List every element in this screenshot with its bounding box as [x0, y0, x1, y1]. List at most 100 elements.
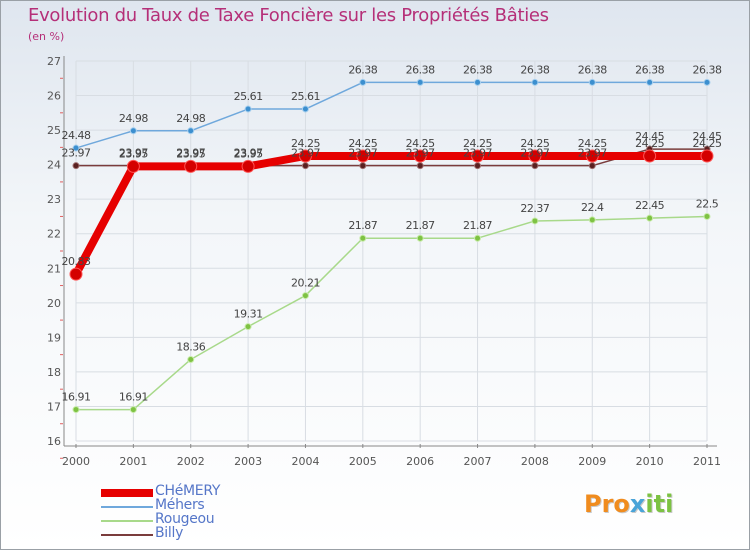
data-label-billy: 23.97 — [578, 147, 607, 160]
data-label-billy: 23.97 — [348, 147, 377, 160]
data-point-mehers — [646, 78, 654, 86]
brand-logo: Proxiti — [584, 490, 673, 518]
data-point-rougeou — [646, 214, 654, 222]
data-label-chemery: 23.95 — [176, 147, 205, 160]
data-label-chemery: 23.95 — [234, 147, 263, 160]
y-tick-label: 16 — [47, 435, 61, 448]
series-line-chemery — [72, 152, 707, 277]
data-point-rougeou — [187, 355, 195, 363]
data-label-billy: 24.45 — [693, 130, 722, 143]
data-label-mehers: 25.61 — [234, 90, 263, 103]
data-label-chemery: 24.25 — [578, 137, 607, 150]
x-tick-label: 2011 — [693, 455, 721, 468]
data-label-mehers: 25.61 — [291, 90, 320, 103]
legend-item-chemery: CHéMERY — [101, 483, 301, 500]
data-point-chemery — [126, 159, 140, 173]
data-point-chemery — [298, 149, 312, 163]
data-label-mehers: 24.98 — [119, 112, 148, 125]
data-label-rougeou: 20.21 — [291, 277, 320, 290]
series-line-mehers — [75, 81, 707, 149]
series-line-rougeou — [76, 215, 708, 411]
x-tick-label: 2001 — [119, 455, 147, 468]
data-point-chemery — [69, 267, 83, 281]
data-point-chemery — [356, 149, 370, 163]
data-point-mehers — [187, 127, 195, 135]
data-label-billy: 23.97 — [119, 147, 148, 160]
data-label-chemery: 24.25 — [520, 137, 549, 150]
data-label-chemery: 24.25 — [693, 137, 722, 150]
data-label-chemery: 23.95 — [119, 147, 148, 160]
data-point-rougeou — [474, 234, 482, 242]
data-label-rougeou: 16.91 — [119, 391, 148, 404]
x-tick-label: 2002 — [177, 455, 205, 468]
x-tick-label: 2004 — [291, 455, 319, 468]
data-point-chemery — [700, 149, 714, 163]
legend-item-billy: Billy — [101, 525, 301, 542]
data-point-mehers — [72, 144, 80, 152]
data-label-mehers: 24.48 — [62, 129, 91, 142]
data-point-mehers — [359, 78, 367, 86]
data-label-mehers: 26.38 — [406, 63, 435, 76]
y-tick-label: 22 — [47, 228, 61, 241]
y-tick-label: 19 — [47, 331, 61, 344]
y-tick-label: 25 — [47, 124, 61, 137]
data-point-billy — [531, 162, 539, 170]
legend-label-mehers: Méhers — [155, 497, 205, 513]
data-point-chemery — [413, 149, 427, 163]
data-point-mehers — [531, 78, 539, 86]
legend-item-rougeou: Rougeou — [101, 511, 301, 528]
data-label-billy: 23.97 — [406, 147, 435, 160]
legend-item-mehers: Méhers — [101, 497, 301, 514]
data-point-mehers — [129, 127, 137, 135]
data-point-chemery — [585, 149, 599, 163]
data-label-rougeou: 22.5 — [696, 197, 719, 210]
data-point-chemery — [528, 149, 542, 163]
data-label-rougeou: 18.36 — [176, 340, 205, 353]
y-tick-label: 21 — [47, 262, 61, 275]
data-point-mehers — [588, 78, 596, 86]
data-point-rougeou — [531, 217, 539, 225]
x-tick-label: 2005 — [349, 455, 377, 468]
data-point-billy — [588, 162, 596, 170]
x-tick-label: 2000 — [62, 455, 90, 468]
y-tick-label: 18 — [47, 366, 61, 379]
data-point-rougeou — [359, 234, 367, 242]
data-label-mehers: 26.38 — [578, 63, 607, 76]
data-label-chemery: 24.25 — [406, 137, 435, 150]
data-point-mehers — [474, 78, 482, 86]
data-point-mehers — [416, 78, 424, 86]
legend-label-chemery: CHéMERY — [155, 483, 221, 499]
brand-logo-part1: Pro — [584, 490, 630, 518]
brand-logo-x: x — [629, 490, 646, 518]
data-label-rougeou: 22.37 — [520, 202, 549, 215]
data-label-rougeou: 21.87 — [348, 219, 377, 232]
data-point-chemery — [471, 149, 485, 163]
data-label-rougeou: 22.4 — [581, 201, 604, 214]
data-label-mehers: 26.38 — [693, 63, 722, 76]
data-label-chemery: 24.25 — [348, 137, 377, 150]
legend-swatch-billy — [101, 534, 153, 536]
legend-swatch-rougeou — [101, 520, 153, 522]
legend-swatch-chemery — [101, 489, 153, 497]
y-axis-unit-label: (en %) — [28, 30, 65, 43]
data-point-billy — [72, 162, 80, 170]
data-point-rougeou — [244, 323, 252, 331]
x-tick-label: 2006 — [406, 455, 434, 468]
data-label-mehers: 26.38 — [463, 63, 492, 76]
data-point-mehers — [301, 105, 309, 113]
data-point-billy — [416, 162, 424, 170]
data-label-rougeou: 21.87 — [463, 219, 492, 232]
data-label-chemery: 24.25 — [635, 137, 664, 150]
data-point-rougeou — [129, 406, 137, 414]
data-point-rougeou — [301, 292, 309, 300]
data-label-billy: 23.97 — [463, 147, 492, 160]
data-point-mehers — [244, 105, 252, 113]
data-label-billy: 23.97 — [291, 147, 320, 160]
legend-swatch-mehers — [101, 506, 153, 508]
legend-label-rougeou: Rougeou — [155, 511, 215, 527]
x-tick-label: 2008 — [521, 455, 549, 468]
y-tick-label: 20 — [47, 297, 61, 310]
y-tick-label: 24 — [47, 159, 61, 172]
data-point-billy — [474, 162, 482, 170]
